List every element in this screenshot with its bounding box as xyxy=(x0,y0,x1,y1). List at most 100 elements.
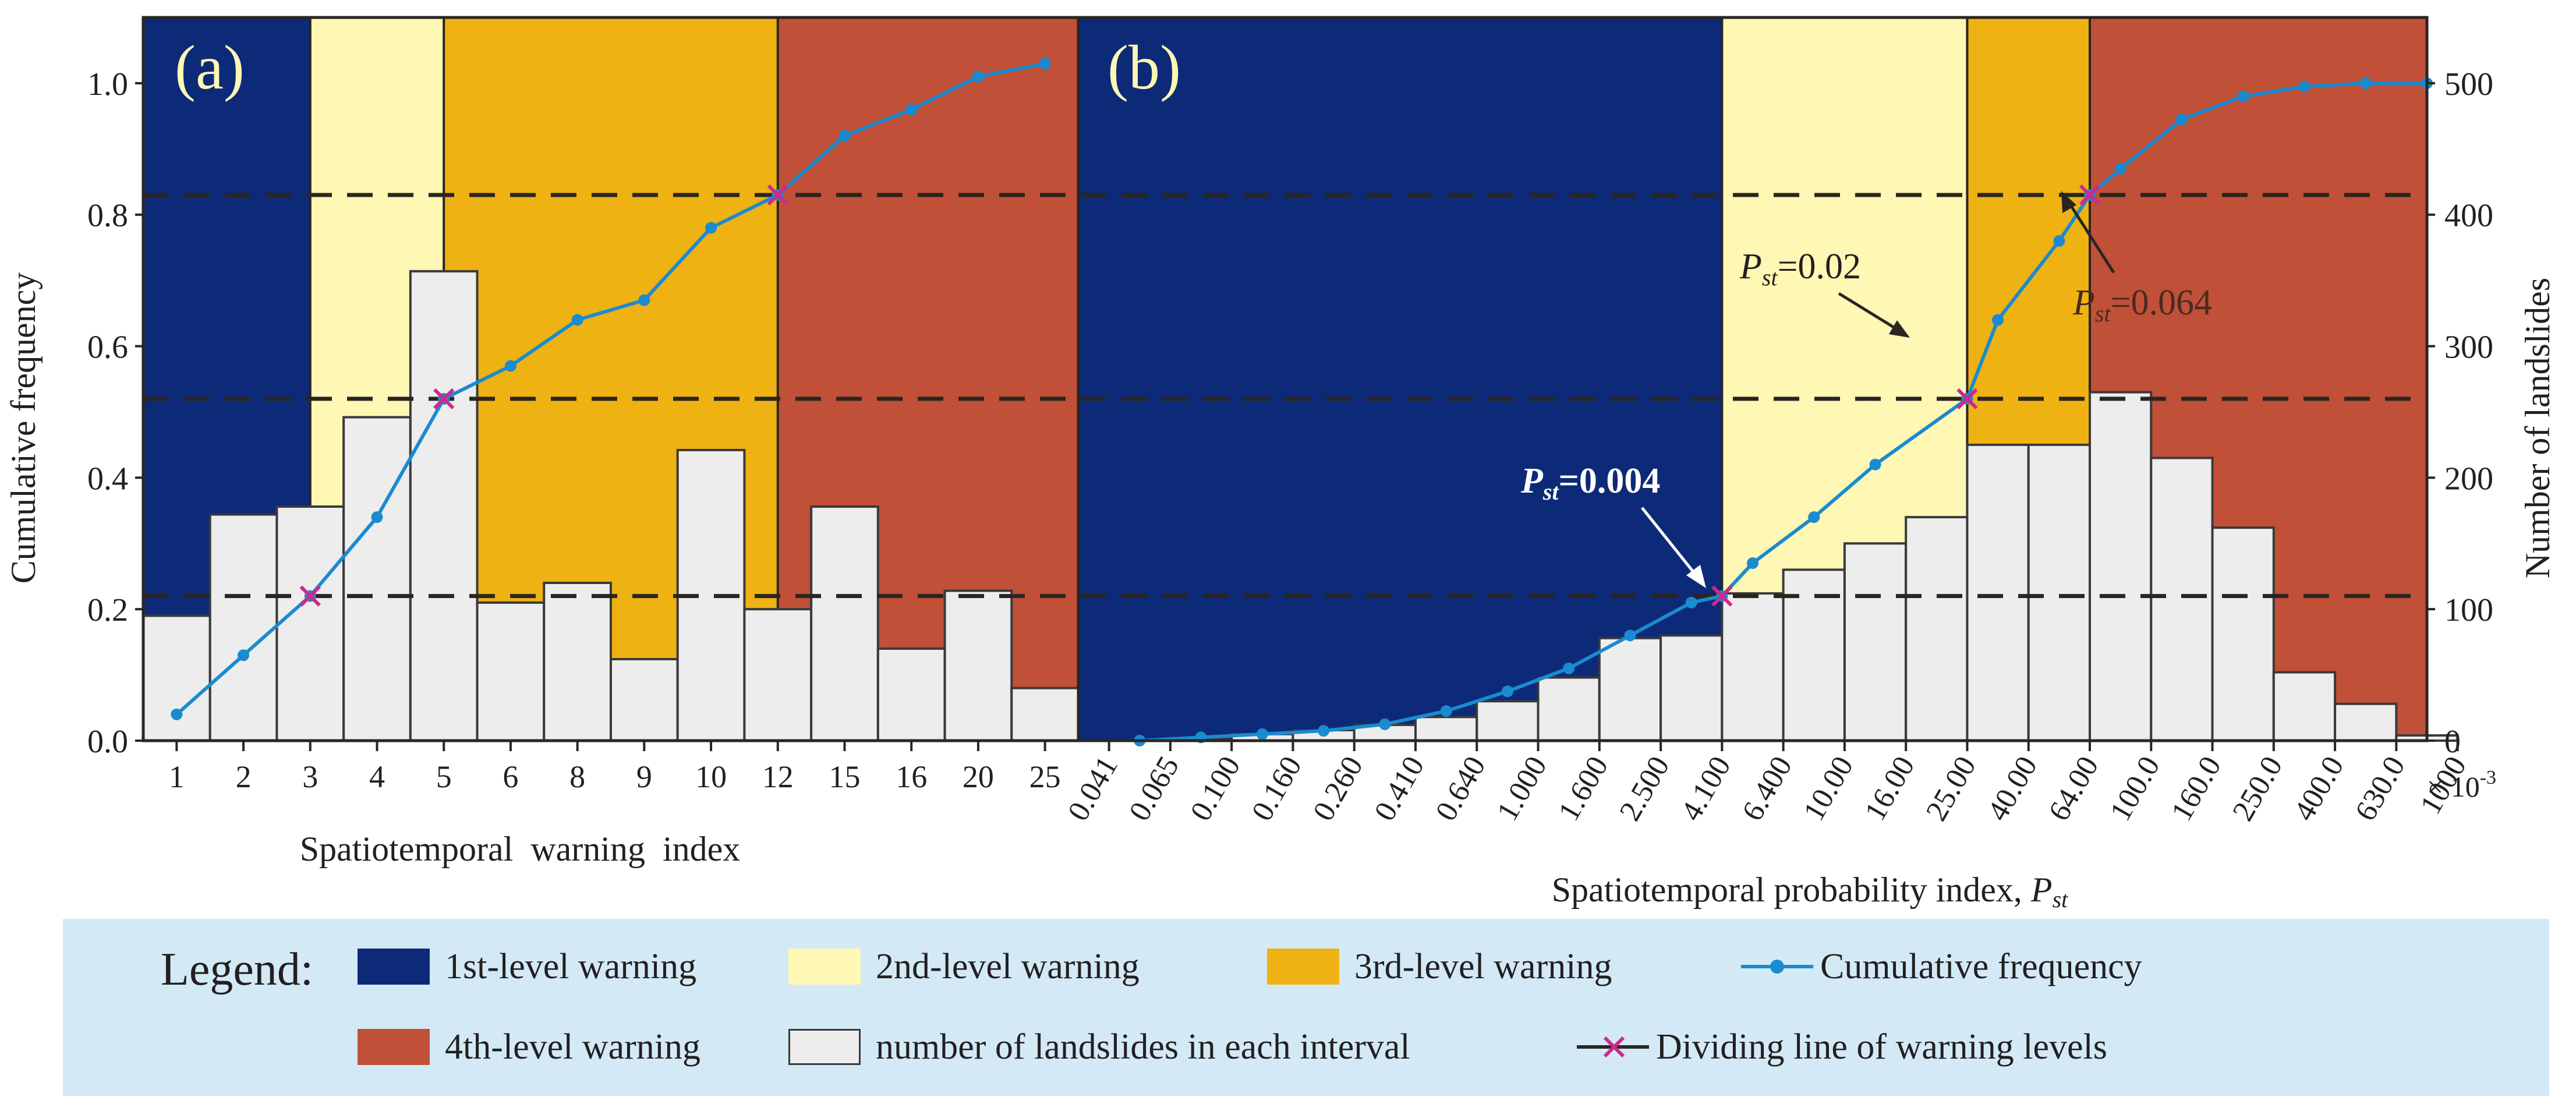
annotation-002-arrow xyxy=(1838,292,1901,332)
panel-b-label: (b) xyxy=(1107,33,1181,102)
panel-b-cumulative-point xyxy=(1624,629,1636,642)
dividing-dashed-lines xyxy=(143,193,2427,599)
panel-a-dividing-cross xyxy=(433,388,455,409)
x-b-tick-label: 25.00 xyxy=(1920,751,1983,827)
legend-item-dividing: Dividing line of warning levels xyxy=(1577,1024,2107,1070)
x-a-tick-label: 15 xyxy=(829,759,861,794)
panel-b-cumulative-point xyxy=(1318,725,1330,737)
y-right-tick-label: 300 xyxy=(2444,330,2493,366)
panel-b-cumulative-point xyxy=(2175,114,2188,126)
panel-b-cumulative-point xyxy=(1563,662,1575,674)
panel-a-y-title: Cumulative frequency xyxy=(4,273,43,584)
panel-a-cumulative-point xyxy=(638,294,650,306)
y-left-tick-label: 0.2 xyxy=(87,592,128,628)
y-right-tick-label: 100 xyxy=(2444,592,2493,628)
panel-a-label: (a) xyxy=(175,33,245,102)
legend-label: number of landslides in each interval xyxy=(876,1027,1410,1067)
panel-a-cumulative-line xyxy=(175,62,1046,716)
cross-stroke xyxy=(1711,585,1733,607)
x-a-tick-label: 6 xyxy=(503,759,518,794)
y-left-tick-label: 0.6 xyxy=(87,330,128,366)
annotation-0004-var: P xyxy=(1520,461,1544,501)
x-b-tick-label: 0.640 xyxy=(1429,751,1492,827)
cumulative-line-icon xyxy=(1741,960,1813,974)
panel-a-cumulative-point xyxy=(838,130,851,142)
x-b-tick-label: 0.410 xyxy=(1368,751,1431,827)
panel-b-cumulative-point xyxy=(1869,458,1881,470)
panel-b-cumulative-point xyxy=(1256,728,1268,740)
legend-label: 4th-level warning xyxy=(445,1027,701,1067)
panel-b-cumulative-point xyxy=(2053,235,2065,247)
panel-b-cumulative-point xyxy=(2114,162,2126,175)
x-a-tick-label: 9 xyxy=(636,759,652,794)
panel-a-cumulative-point xyxy=(905,104,918,116)
annotation-0064-var: P xyxy=(2072,283,2095,323)
panel-b-dividing-cross xyxy=(1711,585,1733,607)
panel-a-bar xyxy=(476,601,546,742)
x-b-tick-label: 250.0 xyxy=(2226,751,2289,827)
panel-b-bar xyxy=(1414,716,1478,742)
panel-a-bar xyxy=(943,589,1013,742)
x-b-tick-label: 16.00 xyxy=(1859,751,1922,827)
panel-a-bar xyxy=(409,270,479,742)
x-b-tick-label: 400.0 xyxy=(2288,751,2351,827)
legend-label: Dividing line of warning levels xyxy=(1656,1027,2107,1067)
panel-b-bar xyxy=(1537,676,1601,742)
svg-text:Pst=0.064: Pst=0.064 xyxy=(2072,283,2212,327)
level2-swatch xyxy=(788,949,861,985)
annotation-0004-arrowhead xyxy=(1686,565,1706,588)
legend-item-level4: 4th-level warning xyxy=(358,1024,700,1070)
panel-b-bar xyxy=(2334,702,2398,742)
x-a-tick-label: 12 xyxy=(762,759,794,794)
y-left-tick-label: 0.4 xyxy=(87,461,128,497)
y-right-tick-label: 400 xyxy=(2444,198,2493,234)
panel-b-cumulative-line xyxy=(1140,81,2427,742)
panel-a-cumulative-point xyxy=(705,222,717,234)
panel-a-bar xyxy=(610,657,679,742)
y-left-tick-label: 0.8 xyxy=(87,198,128,234)
level1-swatch xyxy=(358,949,430,985)
panel-b-bar xyxy=(1905,516,1969,742)
bar-swatch xyxy=(788,1029,861,1065)
annotation-pst-0004: Pst=0.004 xyxy=(1520,461,1706,588)
y-right-tick-label: 200 xyxy=(2444,461,2493,497)
panel-b-bar xyxy=(1598,636,1662,742)
annotation-0004-text: =0.004 xyxy=(1559,461,1661,501)
x-b-tick-label: 630.0 xyxy=(2349,751,2412,827)
panel-a-x-title: Spatiotemporal warning index xyxy=(300,830,741,868)
x-a-tick-label: 5 xyxy=(436,759,452,794)
panel-b-cumulative-point xyxy=(1992,314,2004,326)
x-a-tick-label: 10 xyxy=(695,759,727,794)
annotation-0064-sub: st xyxy=(2095,300,2111,327)
annotation-002-sub: st xyxy=(1762,264,1778,291)
x-b-tick-label: 6.400 xyxy=(1736,751,1799,827)
panel-a-bar xyxy=(208,513,278,742)
annotation-pst-0064: Pst=0.064 xyxy=(2061,191,2212,327)
x-b-tick-label: 0.100 xyxy=(1184,751,1247,827)
level3-swatch xyxy=(1267,949,1339,985)
cross-stroke xyxy=(433,388,455,409)
panel-b-cumulative-point xyxy=(1440,705,1452,717)
cross-stroke xyxy=(299,585,321,607)
legend-title: Legend: xyxy=(161,944,314,995)
panel-b-zone-level1 xyxy=(1078,17,1722,741)
x-a-tick-label: 4 xyxy=(369,759,385,794)
x-a-tick-label: 2 xyxy=(236,759,252,794)
legend-label: 3rd-level warning xyxy=(1354,946,1612,986)
panel-b-cumulative-point xyxy=(2298,80,2310,93)
x-b-tick-label: 10.00 xyxy=(1797,751,1860,827)
legend-label: 1st-level warning xyxy=(445,946,697,986)
x-b-tick-label: 0.160 xyxy=(1245,751,1308,827)
panel-a-bar xyxy=(876,647,946,742)
panel-a-cumulative-point xyxy=(171,708,183,720)
x-b-tick-label: 0.065 xyxy=(1123,751,1186,827)
panel-a-bar xyxy=(275,505,345,742)
annotation-002-arrowhead xyxy=(1889,320,1910,338)
x-b-tick-label: 1.000 xyxy=(1491,751,1554,827)
annotation-0064-arrow xyxy=(2067,200,2115,274)
histogram-bars xyxy=(142,270,2459,742)
x-a-tick-label: 1 xyxy=(169,759,185,794)
x-a-tick-label: 16 xyxy=(896,759,927,794)
x-a-tick-label: 3 xyxy=(302,759,318,794)
cross-stroke xyxy=(2079,184,2101,206)
